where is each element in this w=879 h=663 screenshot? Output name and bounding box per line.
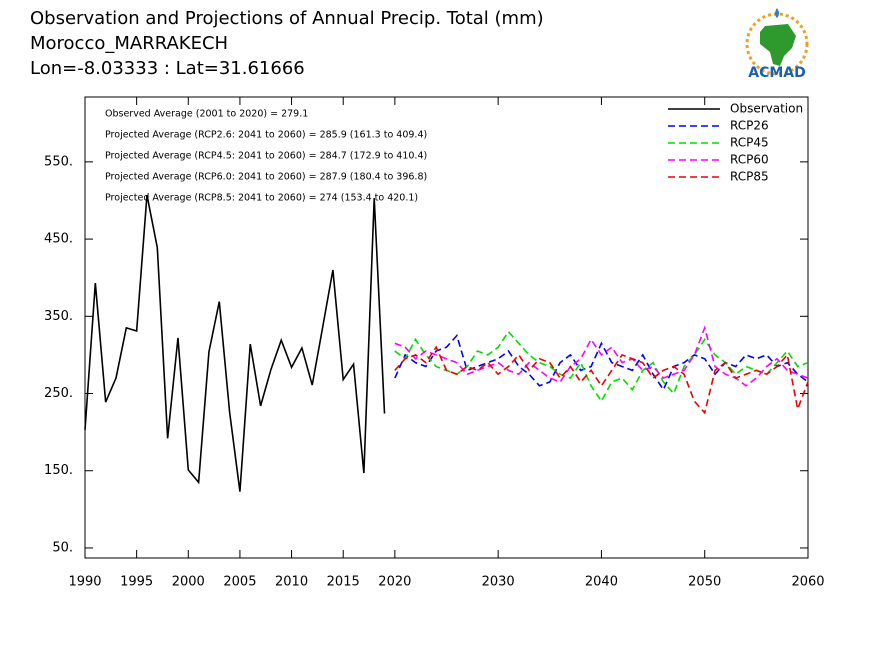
x-tick-label: 2015: [327, 575, 360, 590]
logo: ACMAD: [745, 8, 809, 81]
x-tick-label: 2030: [482, 575, 515, 590]
x-tick-label: 2005: [223, 575, 256, 590]
legend-label: RCP85: [730, 170, 769, 184]
logo-drop: [775, 8, 779, 18]
logo-ring: [745, 12, 809, 76]
chart-subtitle: Morocco_MARRAKECH: [30, 33, 228, 54]
x-tick-label: 1990: [68, 575, 101, 590]
chart-subtitle: Lon=-8.03333 : Lat=31.61666: [30, 58, 305, 79]
logo-africa: [760, 24, 796, 66]
x-tick-label: 2060: [791, 575, 824, 590]
annotation: Observed Average (2001 to 2020) = 279.1: [105, 109, 308, 120]
logo-text: ACMAD: [748, 65, 806, 81]
y-tick-label: 450.: [44, 232, 73, 247]
annotation: Projected Average (RCP4.5: 2041 to 2060)…: [105, 151, 427, 162]
y-tick-label: 250.: [44, 386, 73, 401]
x-tick-label: 2050: [688, 575, 721, 590]
legend-label: RCP45: [730, 136, 769, 150]
series-line: [394, 325, 809, 387]
legend-label: RCP26: [730, 119, 769, 133]
annotation: Projected Average (RCP2.6: 2041 to 2060)…: [105, 130, 427, 141]
x-tick-label: 2020: [378, 575, 411, 590]
legend-label: Observation: [730, 102, 803, 116]
series-line: [84, 194, 386, 492]
chart-title: Observation and Projections of Annual Pr…: [30, 8, 544, 29]
x-tick-label: 2040: [585, 575, 618, 590]
y-tick-label: 150.: [44, 463, 73, 478]
annotation: Projected Average (RCP6.0: 2041 to 2060)…: [105, 172, 427, 183]
x-tick-label: 2000: [172, 575, 205, 590]
y-tick-label: 350.: [44, 309, 73, 324]
plot-frame: [84, 96, 809, 559]
x-tick-label: 2010: [275, 575, 308, 590]
x-tick-label: 1995: [120, 575, 153, 590]
legend-label: RCP60: [730, 153, 769, 167]
y-tick-label: 550.: [44, 154, 73, 169]
series-line: [394, 334, 809, 392]
y-tick-label: 50.: [52, 540, 73, 555]
annotation: Projected Average (RCP8.5: 2041 to 2060)…: [105, 193, 418, 204]
series-line: [394, 345, 809, 415]
